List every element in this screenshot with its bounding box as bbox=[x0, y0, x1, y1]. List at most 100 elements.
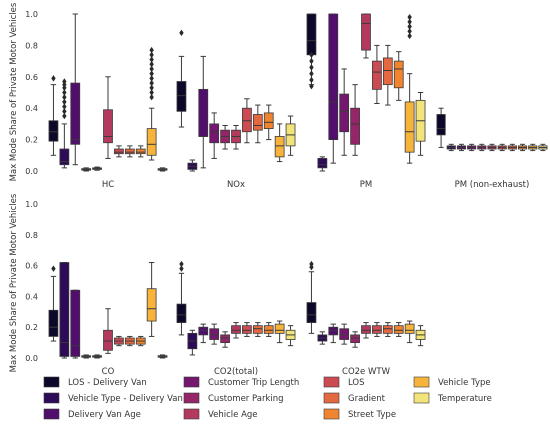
box-iqr bbox=[242, 107, 252, 133]
y-tick-label: 0.0 bbox=[25, 354, 38, 363]
panel-title: CO2(total) bbox=[214, 367, 258, 377]
box-los bbox=[114, 335, 124, 347]
box-iqr bbox=[146, 288, 157, 322]
box-iqr bbox=[146, 128, 157, 156]
box-iqr bbox=[361, 13, 371, 51]
y-tick-label: 0.2 bbox=[25, 136, 38, 145]
box-vehicle-type bbox=[146, 262, 157, 337]
box-iqr bbox=[274, 136, 285, 158]
box-iqr bbox=[209, 123, 220, 144]
box-delivery-van-age bbox=[328, 13, 339, 164]
box-iqr bbox=[306, 13, 317, 56]
box-customer-parking bbox=[477, 143, 487, 152]
box-iqr bbox=[350, 107, 360, 145]
box-iqr bbox=[220, 334, 230, 343]
legend-swatch bbox=[323, 392, 340, 404]
box-iqr bbox=[393, 60, 404, 89]
y-axis-row2: 0.0 0.2 0.4 0.6 0.8 1.0 bbox=[25, 200, 38, 363]
outlier-marker bbox=[62, 103, 67, 110]
box-temperature bbox=[538, 143, 548, 152]
outlier-marker bbox=[179, 29, 184, 37]
panel-pm-non-exhaust-: PM (non-exhaust) bbox=[436, 107, 548, 190]
outlier-marker bbox=[149, 65, 154, 73]
box-street-type bbox=[517, 143, 528, 152]
box-los-delivery-van bbox=[306, 260, 317, 334]
panel-title: HC bbox=[102, 180, 114, 190]
legend-swatch bbox=[43, 408, 60, 420]
box-customer-trip-length bbox=[209, 112, 220, 159]
box-vehicle-type-delivery-van bbox=[187, 159, 198, 172]
y-tick-label: 0.0 bbox=[25, 167, 38, 176]
box-vehicle-age bbox=[361, 322, 371, 339]
box-customer-trip-length bbox=[81, 354, 92, 359]
outlier-marker bbox=[407, 18, 412, 26]
legend-swatch bbox=[413, 376, 430, 388]
box-iqr bbox=[198, 88, 209, 137]
box-temperature bbox=[157, 167, 168, 172]
box-iqr bbox=[263, 112, 274, 130]
legend-label: Delivery Van Age bbox=[68, 410, 141, 420]
y-axis-label-row2: Max Mode Share of Private Motor Vehicles bbox=[9, 193, 19, 372]
y-tick-label: 0.4 bbox=[25, 292, 38, 301]
legend-swatch bbox=[43, 392, 60, 404]
y-axis-row1: 0.0 0.2 0.4 0.6 0.8 1.0 bbox=[25, 10, 38, 176]
box-iqr bbox=[198, 326, 209, 336]
legend-swatch bbox=[183, 392, 200, 404]
box-vehicle-type-delivery-van bbox=[446, 143, 456, 152]
box-temperature bbox=[157, 354, 168, 359]
outlier-marker bbox=[407, 23, 412, 30]
box-iqr bbox=[317, 158, 328, 169]
legend-label: Temperature bbox=[437, 394, 492, 404]
outlier-marker bbox=[149, 94, 154, 101]
outlier-marker bbox=[62, 94, 67, 101]
box-customer-parking bbox=[350, 331, 360, 348]
outlier-marker bbox=[407, 32, 412, 40]
legend-item: Vehicle Age bbox=[183, 408, 258, 420]
legend-label: LOS bbox=[348, 378, 365, 388]
legend: LOS - Delivery Van Vehicle Type - Deliver… bbox=[43, 376, 492, 420]
box-temperature bbox=[415, 325, 426, 347]
box-iqr bbox=[176, 81, 187, 112]
box-iqr bbox=[404, 323, 415, 334]
box-iqr bbox=[252, 114, 263, 131]
box-gradient bbox=[124, 335, 135, 347]
legend-label: Street Type bbox=[348, 410, 396, 420]
box-delivery-van-age bbox=[70, 13, 81, 166]
box-los-delivery-van bbox=[48, 265, 59, 342]
panel-title: PM (non-exhaust) bbox=[455, 180, 530, 190]
panel-hc: HC bbox=[48, 13, 168, 190]
box-vehicle-age bbox=[103, 308, 113, 354]
box-iqr bbox=[372, 325, 382, 334]
outlier-marker bbox=[62, 108, 67, 115]
outlier-marker bbox=[149, 84, 154, 91]
legend-label: LOS - Delivery Van bbox=[68, 378, 147, 388]
box-customer-trip-length bbox=[339, 323, 350, 345]
box-iqr bbox=[382, 325, 393, 334]
box-gradient bbox=[507, 143, 517, 152]
legend-label: Vehicle Type bbox=[438, 378, 491, 388]
legend-item: Vehicle Type - Delivery Van bbox=[43, 392, 183, 404]
box-vehicle-type bbox=[528, 143, 538, 152]
box-iqr bbox=[361, 325, 371, 334]
panel-co2-total-: CO2(total) bbox=[176, 260, 296, 377]
outlier-marker bbox=[62, 89, 67, 96]
box-gradient bbox=[382, 322, 393, 337]
y-tick-label: 0.6 bbox=[25, 73, 38, 82]
outlier-marker bbox=[149, 46, 154, 54]
box-customer-trip-length bbox=[467, 143, 477, 152]
outlier-marker bbox=[149, 89, 154, 96]
outlier-marker bbox=[309, 260, 314, 268]
box-los bbox=[372, 44, 382, 104]
box-vehicle-type-delivery-van bbox=[59, 262, 70, 359]
box-iqr bbox=[350, 334, 360, 343]
box-vehicle-age bbox=[361, 13, 371, 59]
y-tick-label: 0.4 bbox=[25, 104, 38, 113]
outlier-marker bbox=[309, 51, 314, 59]
box-los-delivery-van bbox=[176, 260, 187, 336]
box-street-type bbox=[263, 104, 274, 141]
box-customer-trip-length bbox=[81, 167, 92, 172]
outlier-marker bbox=[179, 260, 184, 268]
outlier-marker bbox=[309, 76, 314, 84]
panel-title: NOx bbox=[227, 180, 245, 190]
box-iqr bbox=[306, 302, 317, 323]
